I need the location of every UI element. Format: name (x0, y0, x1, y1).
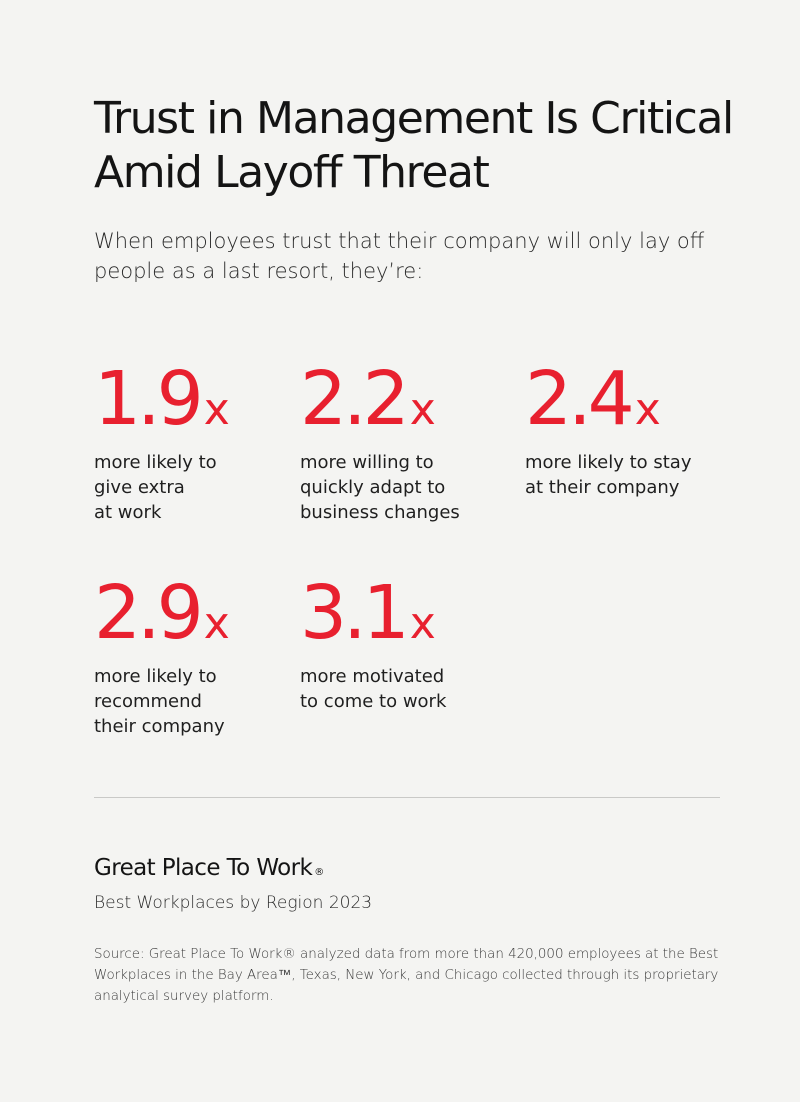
stat-give-extra: 1.9x more likely to give extra at work (94, 362, 304, 525)
stat-number: 1.9 (94, 356, 204, 442)
stat-number: 3.1 (300, 570, 410, 656)
stat-unit: x (634, 384, 661, 435)
stat-recommend: 2.9x more likely to recommend their comp… (94, 576, 304, 739)
stat-number: 2.2 (300, 356, 410, 442)
stat-unit: x (203, 598, 230, 649)
stat-unit: x (409, 598, 436, 649)
stat-description: more motivated to come to work (300, 666, 447, 712)
stat-value: 2.4x (525, 362, 755, 436)
source-note: Source: Great Place To Work® analyzed da… (94, 947, 719, 1004)
stat-value: 3.1x (300, 576, 510, 650)
registered-mark: ® (314, 867, 324, 878)
stat-description: more likely to stay at their company (525, 452, 692, 498)
stat-value: 2.2x (300, 362, 510, 436)
brand-tagline: Best Workplaces by Region 2023 (94, 893, 373, 913)
stat-number: 2.9 (94, 570, 204, 656)
stat-unit: x (409, 384, 436, 435)
stat-value: 2.9x (94, 576, 304, 650)
divider (94, 797, 720, 798)
page-subtitle: When employees trust that their company … (94, 229, 705, 283)
stat-adapt: 2.2x more willing to quickly adapt to bu… (300, 362, 510, 525)
page-title: Trust in Management Is Critical Amid Lay… (94, 93, 734, 198)
stat-stay: 2.4x more likely to stay at their compan… (525, 362, 755, 500)
stat-description: more likely to recommend their company (94, 666, 225, 737)
stat-motivated: 3.1x more motivated to come to work (300, 576, 510, 714)
brand-name: Great Place To Work (94, 855, 313, 881)
brand-logo: Great Place To Work ® (94, 855, 324, 881)
stat-description: more likely to give extra at work (94, 452, 217, 523)
stat-number: 2.4 (525, 356, 635, 442)
stat-value: 1.9x (94, 362, 304, 436)
stat-unit: x (203, 384, 230, 435)
stat-description: more willing to quickly adapt to busines… (300, 452, 460, 523)
